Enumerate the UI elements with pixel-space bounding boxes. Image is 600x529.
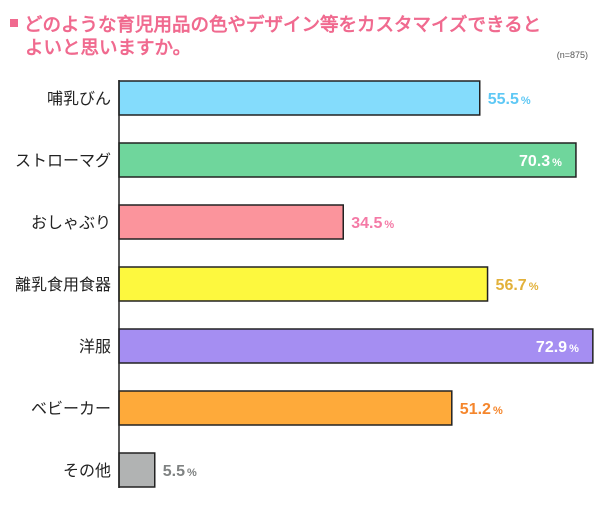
bar xyxy=(118,142,577,178)
category-label: ベビーカー xyxy=(31,399,111,418)
category-label: ストローマグ xyxy=(15,151,111,170)
data-label: 70.3% xyxy=(519,153,562,170)
bar xyxy=(118,204,344,240)
data-label: 55.5% xyxy=(488,91,531,108)
bar xyxy=(118,390,453,426)
title-bullet-icon xyxy=(10,19,18,27)
data-label: 34.5% xyxy=(351,215,394,232)
category-label: 離乳食用食器 xyxy=(15,275,111,294)
data-label: 51.2% xyxy=(460,401,503,418)
bar xyxy=(118,328,594,364)
bar xyxy=(118,452,156,488)
sample-size: (n=875) xyxy=(556,50,588,60)
data-label: 72.9% xyxy=(536,339,579,356)
title-line-2: よいと思いますか。 xyxy=(25,38,192,59)
category-label: 哺乳びん xyxy=(47,89,111,108)
chart-title: どのような育児用品の色やデザイン等をカスタマイズできると よいと思いますか。 xyxy=(10,14,570,60)
category-label: その他 xyxy=(63,461,111,480)
category-label: 洋服 xyxy=(79,337,111,356)
category-label: おしゃぶり xyxy=(31,213,111,232)
bar xyxy=(118,266,489,302)
bar xyxy=(118,80,481,116)
data-label: 56.7% xyxy=(496,277,539,294)
title-line-1: どのような育児用品の色やデザイン等をカスタマイズできると xyxy=(24,15,542,36)
data-label: 5.5% xyxy=(163,463,197,480)
